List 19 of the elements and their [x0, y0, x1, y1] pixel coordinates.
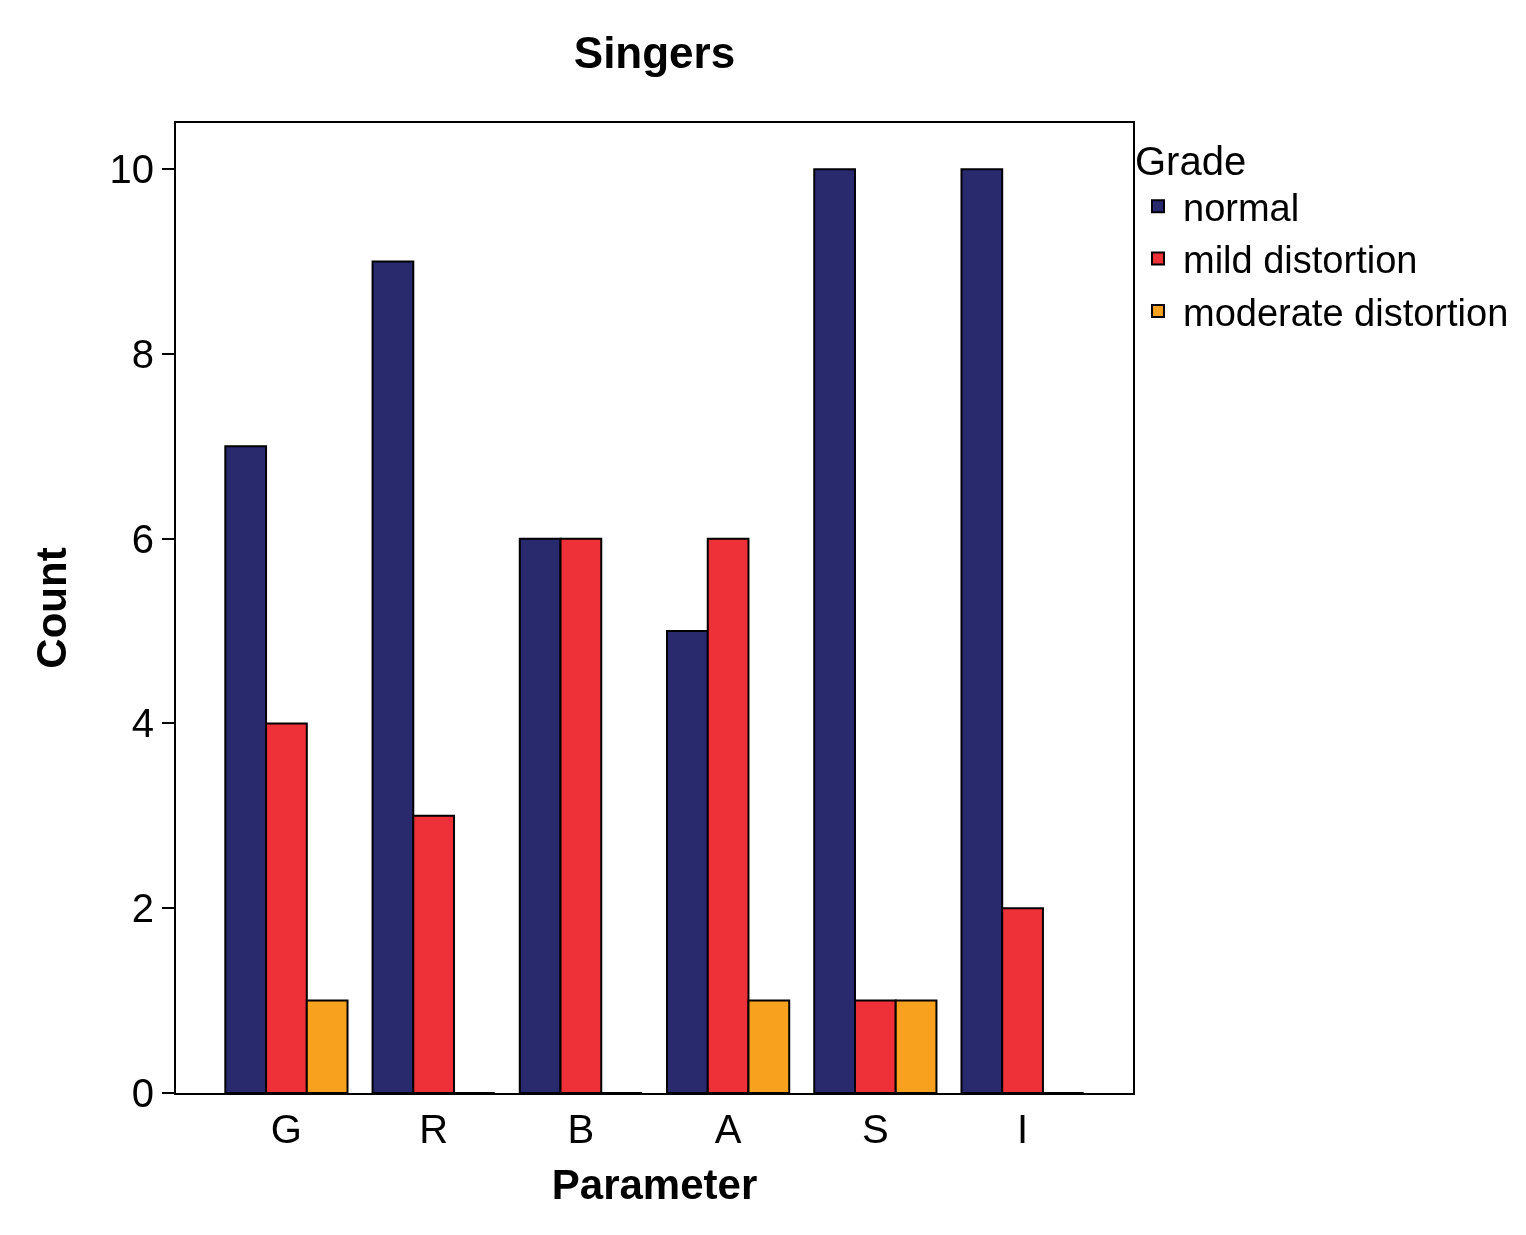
- legend-label: moderate distortion: [1183, 291, 1509, 334]
- legend-label: mild distortion: [1183, 239, 1418, 282]
- y-tick-label: 8: [131, 331, 154, 376]
- y-tick-label: 10: [109, 147, 154, 192]
- y-tick-label: 4: [131, 701, 154, 746]
- y-axis-title: Count: [27, 547, 75, 669]
- chart-title: Singers: [573, 27, 736, 77]
- y-tick-label: 0: [131, 1071, 154, 1115]
- y-tick-label: 6: [131, 516, 154, 561]
- x-tick-label: B: [567, 1107, 595, 1151]
- x-tick-label: I: [1017, 1107, 1029, 1151]
- x-tick-label: A: [714, 1107, 742, 1151]
- x-tick-label: S: [862, 1107, 889, 1151]
- x-tick-label: R: [419, 1107, 449, 1151]
- legend-title: Grade: [1135, 139, 1247, 183]
- legend-label: normal: [1183, 187, 1300, 230]
- y-tick-label: 2: [131, 886, 154, 931]
- x-tick-label: G: [270, 1107, 302, 1151]
- x-axis-title: Parameter: [551, 1161, 758, 1209]
